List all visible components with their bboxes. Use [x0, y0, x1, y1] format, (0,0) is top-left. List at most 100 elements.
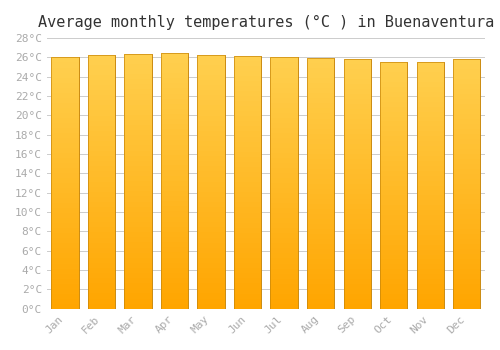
Bar	[270, 173, 298, 178]
Bar	[416, 97, 444, 102]
Bar	[161, 52, 188, 309]
Bar	[52, 57, 79, 309]
Bar	[88, 65, 116, 70]
Bar	[453, 269, 480, 274]
Bar	[270, 294, 298, 299]
Bar	[52, 138, 79, 143]
Bar	[453, 174, 480, 179]
Bar	[52, 218, 79, 223]
Bar	[124, 54, 152, 309]
Bar	[270, 168, 298, 173]
Bar	[234, 299, 262, 304]
Bar	[88, 258, 116, 263]
Bar	[344, 60, 371, 309]
Bar	[453, 84, 480, 89]
Bar	[198, 55, 225, 309]
Bar	[88, 278, 116, 284]
Bar	[198, 192, 225, 197]
Bar	[161, 181, 188, 186]
Bar	[453, 154, 480, 159]
Bar	[234, 253, 262, 258]
Bar	[416, 269, 444, 274]
Bar	[416, 235, 444, 240]
Bar	[416, 136, 444, 141]
Bar	[52, 238, 79, 243]
Bar	[344, 214, 371, 219]
Bar	[380, 112, 407, 117]
Bar	[380, 269, 407, 274]
Bar	[88, 197, 116, 202]
Bar	[52, 168, 79, 173]
Bar	[344, 229, 371, 234]
Bar	[270, 259, 298, 264]
Bar	[198, 85, 225, 90]
Bar	[416, 82, 444, 87]
Bar	[270, 233, 298, 238]
Bar	[234, 126, 262, 132]
Bar	[161, 93, 188, 99]
Bar	[307, 163, 334, 169]
Bar	[52, 304, 79, 309]
Bar	[161, 114, 188, 119]
Bar	[453, 299, 480, 304]
Bar	[270, 304, 298, 309]
Bar	[344, 164, 371, 169]
Bar	[344, 274, 371, 279]
Bar	[198, 75, 225, 80]
Bar	[307, 89, 334, 93]
Bar	[124, 227, 152, 232]
Bar	[344, 224, 371, 229]
Bar	[198, 273, 225, 278]
Bar	[198, 217, 225, 222]
Bar	[380, 72, 407, 77]
Bar	[88, 176, 116, 182]
Bar	[453, 144, 480, 149]
Bar	[307, 234, 334, 239]
Bar	[416, 62, 444, 309]
Bar	[270, 72, 298, 78]
Bar	[88, 136, 116, 141]
Bar	[307, 244, 334, 248]
Bar	[124, 176, 152, 181]
Bar	[234, 152, 262, 157]
Bar	[161, 196, 188, 201]
Bar	[380, 77, 407, 82]
Bar	[270, 193, 298, 198]
Bar	[380, 299, 407, 304]
Bar	[234, 202, 262, 208]
Bar	[88, 288, 116, 294]
Bar	[416, 131, 444, 136]
Bar	[234, 228, 262, 233]
Bar	[234, 233, 262, 238]
Bar	[307, 289, 334, 294]
Bar	[88, 187, 116, 192]
Bar	[124, 283, 152, 288]
Bar	[380, 279, 407, 284]
Bar	[234, 136, 262, 142]
Bar	[380, 176, 407, 181]
Bar	[344, 99, 371, 104]
Bar	[344, 134, 371, 139]
Bar	[88, 60, 116, 65]
Bar	[380, 181, 407, 186]
Bar	[307, 174, 334, 178]
Bar	[380, 126, 407, 131]
Bar	[124, 263, 152, 268]
Bar	[270, 93, 298, 98]
Bar	[344, 89, 371, 94]
Bar	[344, 129, 371, 134]
Bar	[88, 55, 116, 60]
Bar	[380, 250, 407, 254]
Bar	[380, 146, 407, 151]
Bar	[307, 169, 334, 174]
Bar	[88, 100, 116, 105]
Bar	[234, 106, 262, 111]
Bar	[234, 167, 262, 172]
Bar	[124, 171, 152, 176]
Bar	[380, 186, 407, 190]
Bar	[380, 210, 407, 215]
Bar	[198, 126, 225, 131]
Bar	[88, 284, 116, 288]
Bar	[234, 86, 262, 91]
Bar	[416, 112, 444, 117]
